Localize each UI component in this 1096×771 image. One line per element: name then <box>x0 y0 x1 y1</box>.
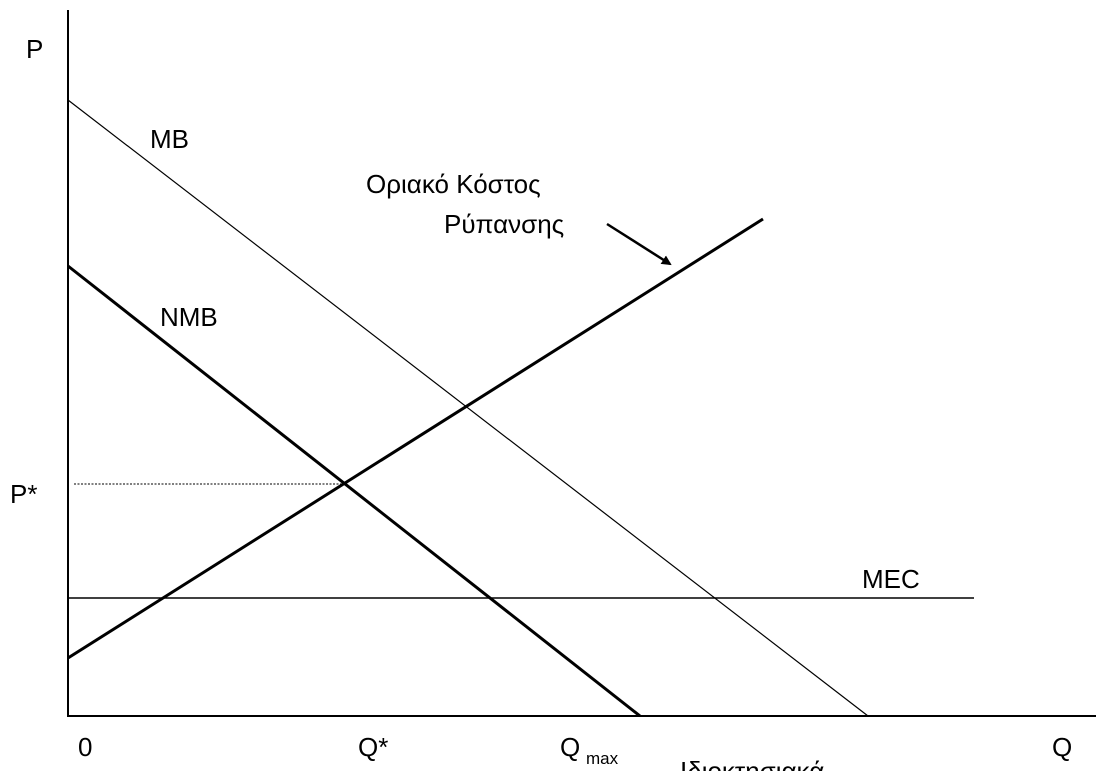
x-label: Q <box>1052 732 1072 762</box>
nmb-line <box>67 264 641 718</box>
cost-line <box>67 217 764 660</box>
pointer-arrow <box>606 222 672 266</box>
y-label: P <box>26 34 43 64</box>
q-star-label: Q* <box>358 732 388 762</box>
q-max-label: Q <box>560 732 580 762</box>
mb-line <box>67 99 869 717</box>
q-max-subscript: max <box>586 749 619 768</box>
mec-label: MEC <box>862 564 920 594</box>
cost-label: Ρύπανσης <box>444 209 564 239</box>
p-star-label: P* <box>10 479 37 509</box>
nmb-label: NMB <box>160 302 218 332</box>
bottom-note: Ιδιοκτησιακά <box>680 756 824 771</box>
origin-label: 0 <box>78 732 92 762</box>
cost-label: Οριακό Κόστος <box>366 169 541 199</box>
mb-label: MB <box>150 124 189 154</box>
